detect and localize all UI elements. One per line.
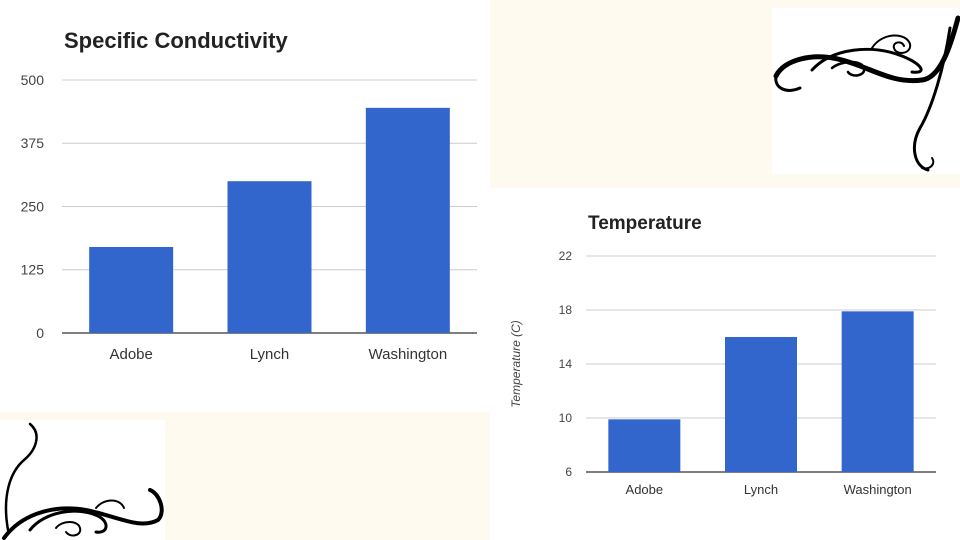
y-tick-label: 14 xyxy=(559,357,573,371)
swirl-panel-top-right xyxy=(772,8,960,174)
x-tick-label: Washington xyxy=(369,346,448,363)
bar-adobe[interactable] xyxy=(608,419,681,472)
bar-lynch[interactable] xyxy=(725,337,797,472)
x-tick-label: Adobe xyxy=(626,482,664,497)
swirl-bottom-left-icon xyxy=(2,422,164,540)
bar-adobe[interactable] xyxy=(89,246,174,333)
y-axis-label: Temperature (C) xyxy=(509,320,523,408)
x-tick-label: Lynch xyxy=(744,482,778,497)
y-tick-label: 375 xyxy=(21,135,45,151)
x-tick-label: Adobe xyxy=(109,346,152,363)
bar-washington[interactable] xyxy=(841,311,914,472)
conductivity-chart: Specific Conductivity 0 125 250 375 500 Adob… xyxy=(21,28,477,363)
y-tick-label: 22 xyxy=(559,249,573,263)
swirl-top-right-icon xyxy=(773,15,960,172)
temperature-chart: Temperature Temperature (C) 6 10 14 18 22 Ad… xyxy=(509,213,936,497)
bar-washington[interactable] xyxy=(365,107,450,333)
y-tick-label: 18 xyxy=(559,303,573,317)
y-tick-label: 250 xyxy=(21,198,45,214)
y-tick-label: 500 xyxy=(21,72,45,88)
x-tick-label: Washington xyxy=(844,482,912,497)
x-tick-label: Lynch xyxy=(250,346,289,363)
bar-lynch[interactable] xyxy=(227,181,312,333)
y-tick-label: 0 xyxy=(36,325,44,341)
chart-title: Temperature xyxy=(588,213,702,234)
y-tick-label: 10 xyxy=(559,411,573,425)
y-tick-label: 125 xyxy=(21,262,45,278)
y-tick-label: 6 xyxy=(565,465,572,479)
chart-title: Specific Conductivity xyxy=(64,28,288,53)
